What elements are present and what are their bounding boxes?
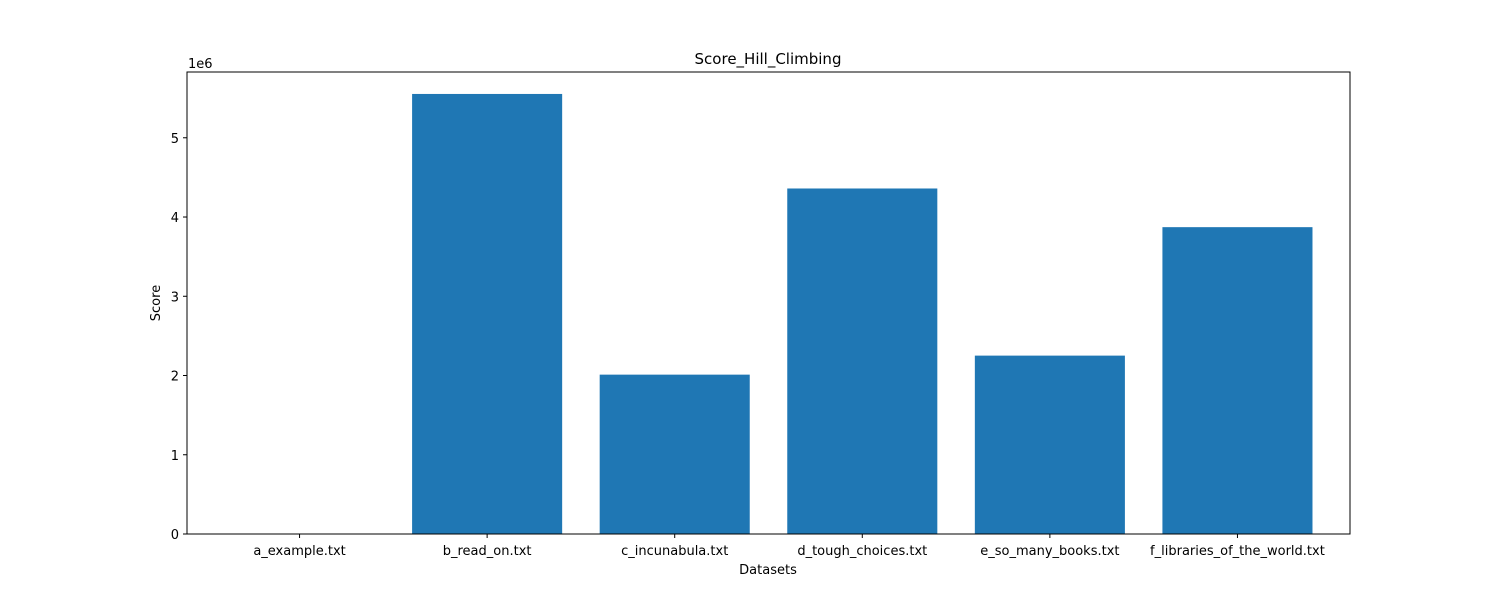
bar: [599, 374, 750, 534]
x-axis-label: Datasets: [739, 563, 797, 578]
x-tick-label: d_tough_choices.txt: [797, 544, 927, 559]
bar: [1162, 227, 1313, 534]
bar: [787, 188, 938, 535]
y-offset-label: 1e6: [188, 57, 213, 72]
x-tick-label: e_so_many_books.txt: [980, 544, 1119, 559]
y-tick-label: 4: [171, 211, 179, 226]
y-tick-label: 3: [171, 290, 179, 305]
plot-area: a_example.txt b_read_on.txt c_incunabula.t…: [171, 71, 1351, 559]
y-tick-label: 5: [171, 132, 179, 147]
y-tick-label: 0: [171, 528, 179, 543]
y-tick-label: 2: [171, 370, 179, 385]
x-tick-label: a_example.txt: [253, 544, 345, 559]
x-tick-label: f_libraries_of_the_world.txt: [1150, 544, 1325, 559]
bar: [412, 93, 563, 534]
y-tick-label: 1: [171, 449, 179, 464]
y-axis-label: Score: [149, 285, 164, 321]
x-tick-label: c_incunabula.txt: [621, 544, 728, 559]
x-tick-label: b_read_on.txt: [443, 544, 532, 559]
bar: [974, 355, 1125, 534]
chart-title: Score_Hill_Climbing: [695, 50, 842, 69]
plot-frame: [186, 71, 1351, 535]
